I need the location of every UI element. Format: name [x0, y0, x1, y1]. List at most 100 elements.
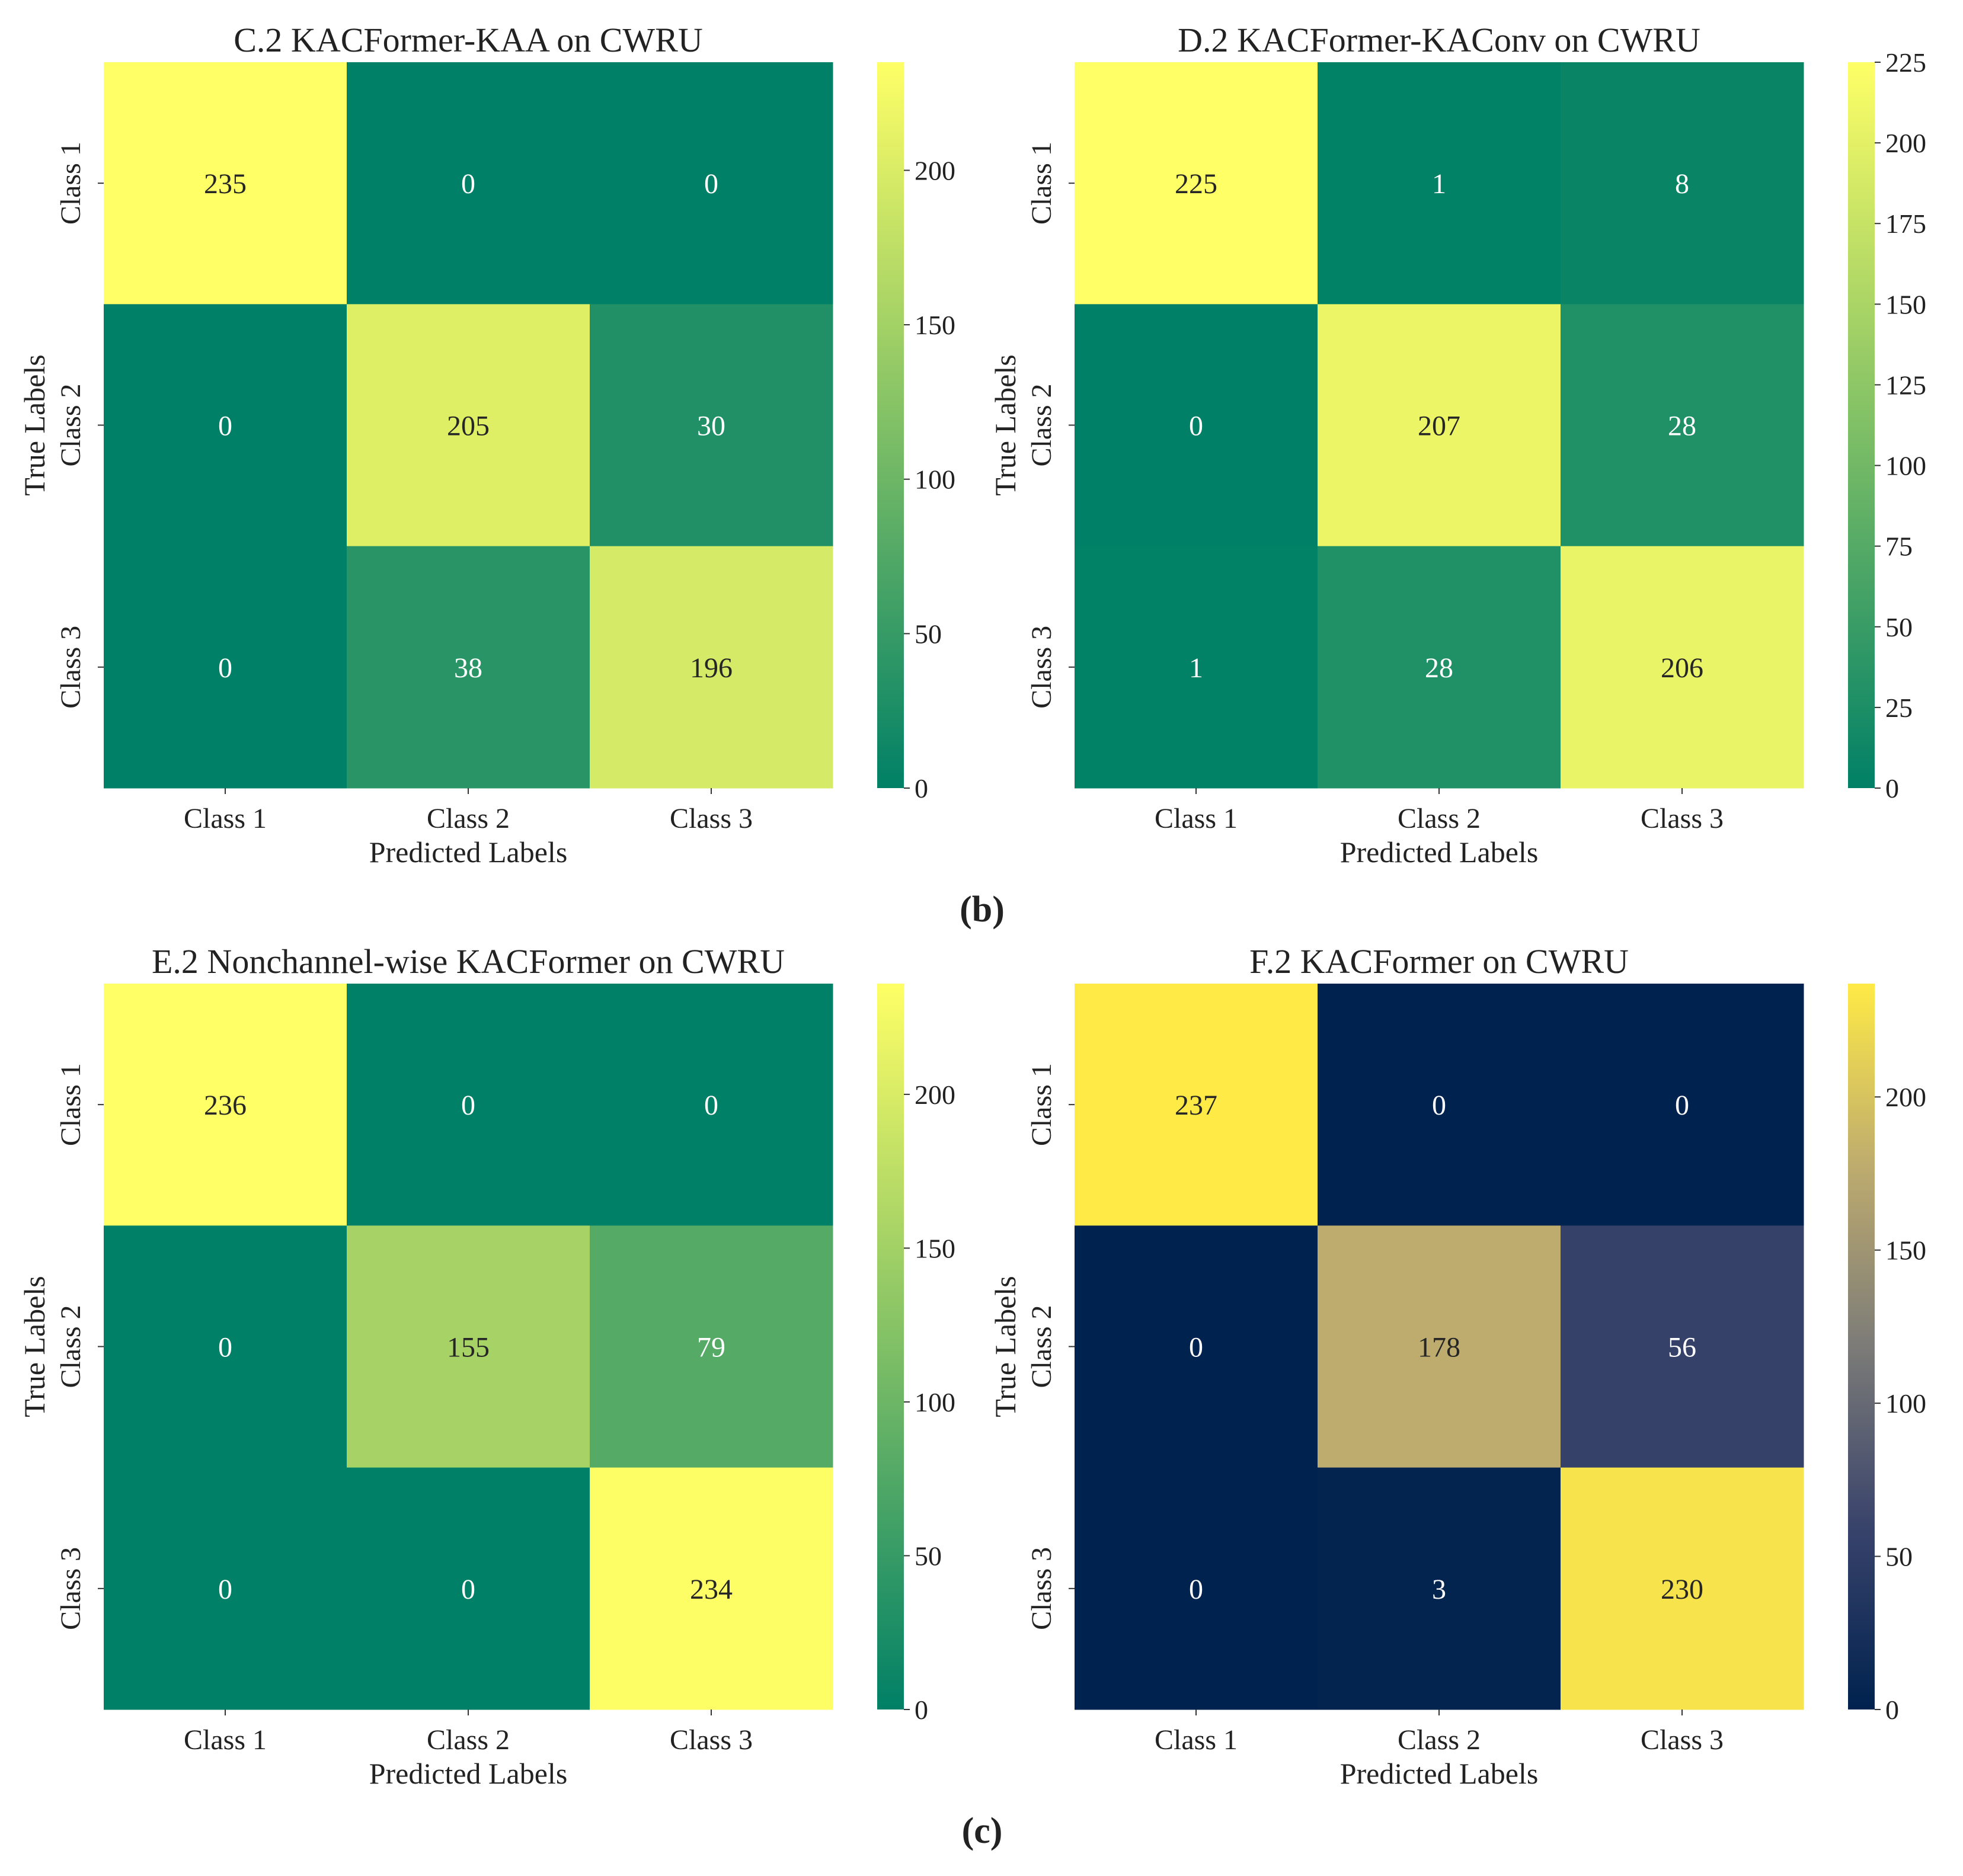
x-tick-label: Class 1: [1155, 803, 1238, 834]
heatmap-cell: [1318, 1225, 1561, 1468]
colorbar-tick-label: 150: [915, 310, 955, 340]
cell-value-label: 79: [697, 1332, 725, 1363]
cell-value-label: 205: [447, 411, 490, 442]
heatmap-cell: [1561, 304, 1804, 547]
colorbar-tick-label: 150: [1885, 1235, 1926, 1266]
heatmap-cell: [1075, 304, 1318, 547]
heatmap-cell: [347, 62, 590, 305]
y-tick-label: Class 3: [1026, 626, 1057, 709]
heatmap-cell: [347, 1225, 590, 1468]
colorbar-tick-label: 50: [1885, 1542, 1913, 1572]
heatmap-cell: [590, 1467, 833, 1710]
cell-value-label: 0: [461, 1090, 475, 1121]
heatmap-cell: [104, 546, 347, 789]
cell-value-label: 207: [1418, 411, 1460, 442]
cell-value-label: 225: [1175, 168, 1217, 200]
heatmap-cell: [347, 304, 590, 547]
x-tick-label: Class 1: [1155, 1724, 1238, 1756]
cell-value-label: 28: [1425, 652, 1453, 684]
heatmap-cell: [1561, 546, 1804, 789]
heatmap-cell: [1075, 546, 1318, 789]
y-axis-label: True Labels: [18, 354, 51, 495]
colorbar: [877, 984, 904, 1709]
cell-value-label: 38: [454, 652, 482, 684]
heatmap-cell: [1561, 984, 1804, 1226]
colorbar-tick-label: 50: [915, 1541, 942, 1571]
cell-value-label: 30: [697, 411, 725, 442]
colorbar-tick-label: 200: [915, 1080, 955, 1110]
colorbar-tick-label: 75: [1885, 532, 1913, 562]
heatmap-cell: [1318, 1467, 1561, 1710]
cell-value-label: 28: [1668, 411, 1696, 442]
heatmap-cell: [1075, 1467, 1318, 1710]
cell-value-label: 0: [1432, 1090, 1446, 1121]
colorbar-tick-label: 0: [915, 773, 928, 803]
cell-value-label: 196: [690, 652, 733, 684]
heatmap-cell: [104, 304, 347, 547]
y-axis-label: True Labels: [18, 1276, 51, 1417]
y-tick-label: Class 2: [55, 383, 87, 466]
colorbar-tick-label: 0: [1885, 773, 1899, 803]
cell-value-label: 236: [204, 1090, 247, 1121]
cell-value-label: 56: [1668, 1332, 1696, 1363]
cell-value-label: 0: [1189, 1574, 1203, 1605]
x-tick-label: Class 2: [1398, 803, 1481, 834]
x-tick-label: Class 3: [1641, 803, 1724, 834]
cell-value-label: 0: [1189, 411, 1203, 442]
heatmap-cell: [347, 984, 590, 1226]
heatmap-cell: [1561, 62, 1804, 305]
colorbar: [877, 62, 904, 788]
x-axis-label: Predicted Labels: [369, 835, 568, 869]
x-tick-label: Class 1: [184, 803, 267, 834]
y-tick-label: Class 3: [1026, 1547, 1057, 1630]
y-tick-label: Class 2: [55, 1305, 87, 1388]
cell-value-label: 230: [1661, 1574, 1703, 1605]
heatmap-cell: [590, 304, 833, 547]
cell-value-label: 155: [447, 1332, 490, 1363]
heatmap-cell: [104, 1225, 347, 1468]
heatmap-cell: [1318, 546, 1561, 789]
y-tick-label: Class 2: [1026, 1305, 1057, 1388]
cell-value-label: 0: [1189, 1332, 1203, 1363]
cell-value-label: 235: [204, 168, 247, 200]
x-tick-label: Class 2: [427, 1724, 510, 1756]
colorbar-tick-label: 100: [915, 1387, 955, 1417]
caption-b: (b): [960, 889, 1005, 930]
colorbar-tick-label: 25: [1885, 693, 1913, 723]
y-tick-label: Class 1: [1026, 1063, 1057, 1146]
x-tick-label: Class 3: [670, 803, 753, 834]
cell-value-label: 0: [218, 652, 232, 684]
colorbar-tick-label: 100: [1885, 1388, 1926, 1419]
cell-value-label: 0: [1675, 1090, 1689, 1121]
y-tick-label: Class 1: [55, 142, 87, 225]
cell-value-label: 206: [1661, 652, 1703, 684]
heatmap-cell: [104, 984, 347, 1226]
cell-value-label: 0: [704, 168, 718, 200]
cell-value-label: 237: [1175, 1090, 1217, 1121]
chart-title: E.2 Nonchannel-wise KACFormer on CWRU: [152, 942, 785, 981]
heatmap-cell: [590, 546, 833, 789]
y-tick-label: Class 3: [55, 1547, 87, 1630]
colorbar-tick-label: 200: [915, 155, 955, 185]
y-tick-label: Class 2: [1026, 383, 1057, 466]
x-axis-label: Predicted Labels: [1340, 1757, 1539, 1790]
heatmap-cell: [1075, 1225, 1318, 1468]
heatmap-cell: [104, 62, 347, 305]
y-axis-label: True Labels: [989, 1276, 1022, 1417]
chart-title: D.2 KACFormer-KAConv on CWRU: [1178, 21, 1700, 59]
cell-value-label: 0: [218, 1332, 232, 1363]
heatmap-cell: [1075, 984, 1318, 1226]
colorbar-tick-label: 150: [1885, 289, 1926, 319]
cell-value-label: 234: [690, 1574, 733, 1605]
colorbar-tick-label: 200: [1885, 128, 1926, 158]
cell-value-label: 3: [1432, 1574, 1446, 1605]
x-axis-label: Predicted Labels: [369, 1757, 568, 1790]
caption-c: (c): [962, 1811, 1003, 1851]
x-axis-label: Predicted Labels: [1340, 835, 1539, 869]
colorbar-tick-label: 175: [1885, 209, 1926, 239]
cell-value-label: 1: [1432, 168, 1446, 200]
heatmap-cell: [1318, 984, 1561, 1226]
heatmap-cell: [104, 1467, 347, 1710]
heatmap-cell: [1561, 1467, 1804, 1710]
